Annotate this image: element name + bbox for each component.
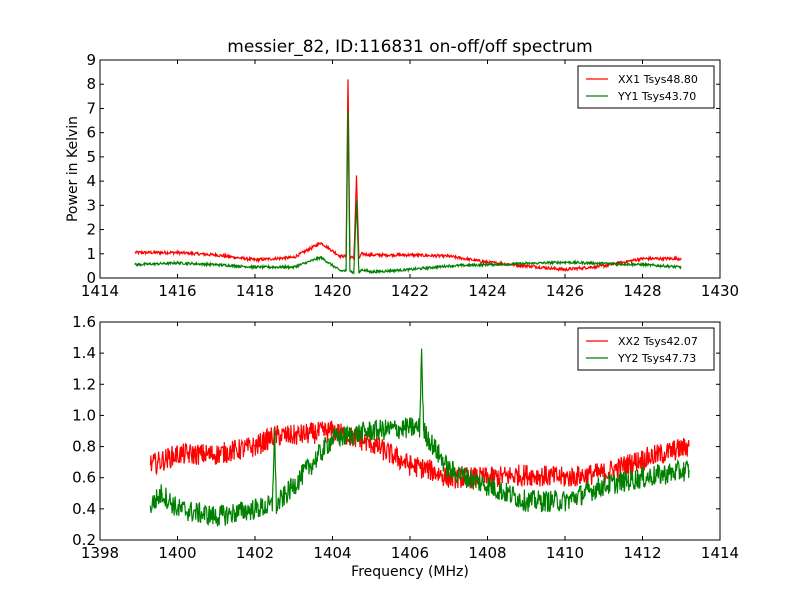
legend-entry: YY1 Tsys43.70: [617, 90, 696, 103]
x-axis-label: Frequency (MHz): [351, 564, 469, 580]
legend: XX1 Tsys48.80 YY1 Tsys43.70: [577, 65, 715, 109]
chart-title: messier_82, ID:116831 on-off/off spectru…: [227, 37, 592, 57]
x-tick-label: 1410: [546, 544, 584, 562]
y-tick-label: 4: [86, 172, 96, 190]
y-tick-label: 9: [86, 51, 96, 69]
legend-entry: YY2 Tsys47.73: [617, 352, 696, 365]
y-tick-label: 0: [86, 269, 96, 287]
legend-entry: XX1 Tsys48.80: [618, 73, 698, 86]
y-tick-label: 3: [86, 196, 96, 214]
legend-entry: XX2 Tsys42.07: [618, 335, 698, 348]
legend: XX2 Tsys42.07 YY2 Tsys47.73: [577, 327, 715, 371]
x-tick-label: 1408: [468, 544, 506, 562]
x-tick-label: 1412: [623, 544, 661, 562]
top-plot: 1414 1416 1418 1420 1422 1424 1426 1428 1430 0 1 2 3…: [81, 51, 739, 300]
y-tick-label: 1.0: [72, 406, 96, 424]
y-tick-label: 0.8: [72, 438, 96, 456]
x-tick-label: 1418: [236, 282, 274, 300]
x-tick-label: 1400: [158, 544, 196, 562]
x-tick-label: 1398: [81, 544, 119, 562]
x-tick-label: 1420: [313, 282, 351, 300]
series-line-xx2: [149, 420, 690, 489]
x-tick-label: 1406: [391, 544, 429, 562]
legend-box: [577, 327, 715, 371]
series-line-yy2: [149, 348, 690, 527]
x-tick-label: 1416: [158, 282, 196, 300]
y-tick-label: 1: [86, 245, 96, 263]
y-axis-label: Power in Kelvin: [65, 116, 81, 222]
y-tick-label: 0.4: [72, 500, 96, 518]
y-tick-label: 6: [86, 124, 96, 142]
y-tick-label: 0.2: [72, 531, 96, 549]
series-line-xx1: [134, 79, 682, 273]
legend-box: [577, 65, 715, 109]
y-tick-label: 8: [86, 75, 96, 93]
x-tick-label: 1402: [236, 544, 274, 562]
y-tick-label: 7: [86, 99, 96, 117]
y-tick-label: 1.4: [72, 344, 96, 362]
x-tick-label: 1428: [623, 282, 661, 300]
x-tick-label: 1426: [546, 282, 584, 300]
bottom-plot: 1398 1400 1402 1404 1406 1408 1410 1412 1414 0.2 0…: [72, 313, 739, 562]
x-tick-label: 1404: [313, 544, 351, 562]
y-tick-label: 2: [86, 221, 96, 239]
y-tick-label: 0.6: [72, 469, 96, 487]
series-line-yy1: [134, 110, 682, 275]
x-tick-label: 1422: [391, 282, 429, 300]
y-tick-label: 1.2: [72, 375, 96, 393]
x-tick-label: 1414: [81, 282, 119, 300]
x-tick-label: 1414: [701, 544, 739, 562]
x-tick-label: 1424: [468, 282, 506, 300]
y-tick-label: 5: [86, 148, 96, 166]
y-tick-label: 1.6: [72, 313, 96, 331]
x-tick-label: 1430: [701, 282, 739, 300]
